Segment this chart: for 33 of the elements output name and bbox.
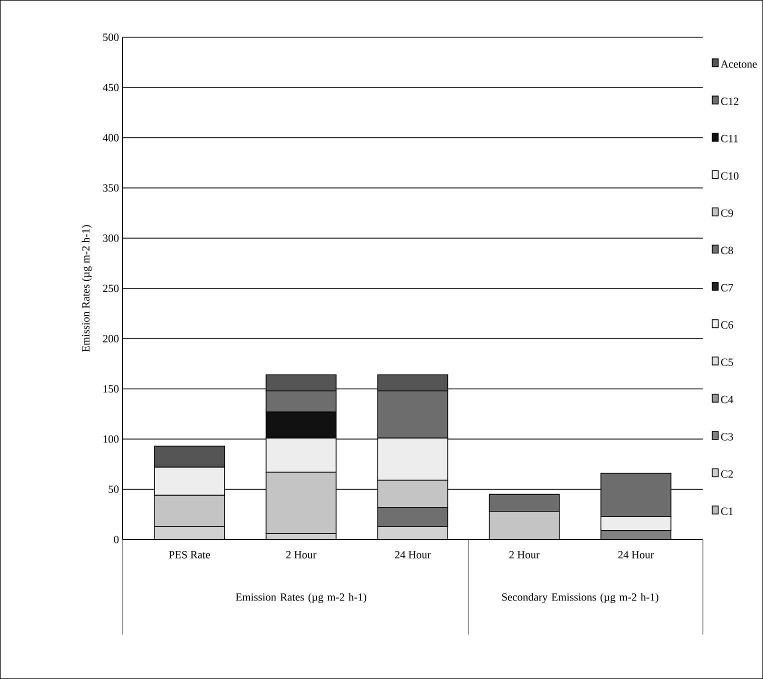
legend-label: C5 xyxy=(721,358,733,366)
y-tick-label: 350 xyxy=(103,184,119,192)
legend-label: C10 xyxy=(721,172,738,180)
legend-label: C7 xyxy=(721,284,734,292)
y-tick-label: 0 xyxy=(114,536,119,544)
legend-label: C3 xyxy=(721,433,733,440)
x-tick-label: 2 Hour xyxy=(286,551,316,558)
y-tick-label: 400 xyxy=(102,134,119,142)
x-tick-label: 2 Hour xyxy=(509,551,540,558)
y-tick-label: 300 xyxy=(103,234,119,242)
text: Secondary Emissions (µg m-2 h-1) xyxy=(502,593,658,604)
y-tick-label: 150 xyxy=(104,385,119,393)
legend-label: C4 xyxy=(721,396,734,404)
legend-label: C6 xyxy=(721,321,734,329)
legend-label: C11 xyxy=(721,134,738,142)
legend-label: C8 xyxy=(721,246,734,254)
y-tick-label: 250 xyxy=(103,284,119,292)
legend-label: C2 xyxy=(721,470,733,478)
bar xyxy=(377,526,448,540)
y-tick-label: 200 xyxy=(103,334,119,342)
y-tick-label: 500 xyxy=(103,34,119,41)
x-tick-label: PES Rate xyxy=(168,551,210,558)
y-tick-label: 100 xyxy=(104,435,119,443)
legend-label: C1 xyxy=(721,508,733,516)
y-tick-label: 50 xyxy=(108,486,119,494)
legend-label: C12 xyxy=(721,98,738,106)
y-axis-title: Emission Rates (µg m-2 h-1) xyxy=(82,225,92,352)
legend-label: C9 xyxy=(721,210,733,217)
x-tick-label: 24 Hour xyxy=(395,551,431,558)
x-tick-label: 24 Hour xyxy=(618,551,654,558)
text: Emission Rates (µg m-2 h-1) xyxy=(236,593,366,604)
legend-label: Acetone xyxy=(720,60,757,68)
y-tick-label: 450 xyxy=(102,84,119,92)
